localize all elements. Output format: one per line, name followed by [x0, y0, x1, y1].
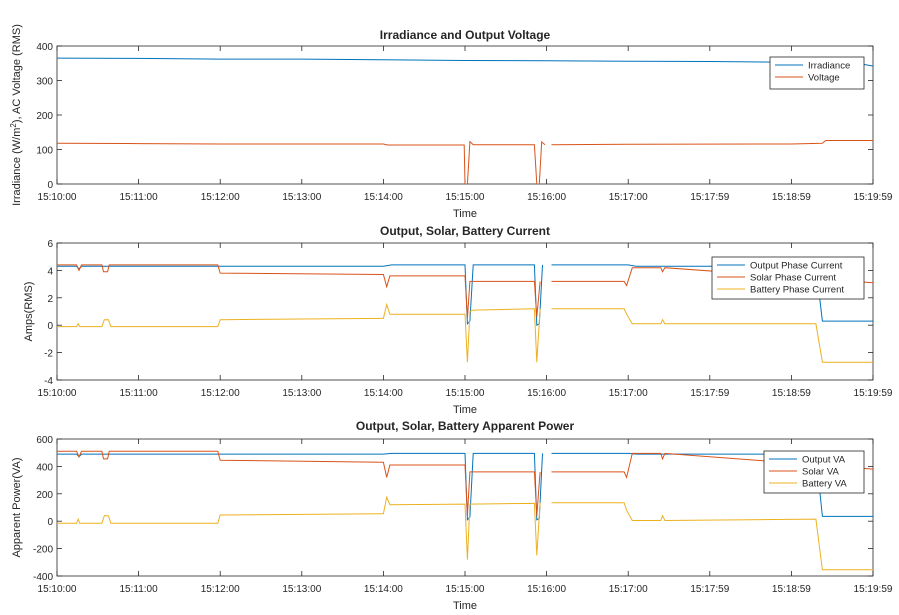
x-axis-label: Time	[453, 600, 477, 612]
y-tick-label: 6	[47, 239, 53, 250]
x-tick-label: 15:16:00	[527, 192, 566, 203]
x-tick-label: 15:17:00	[609, 192, 648, 203]
x-tick-label: 15:10:00	[38, 584, 77, 595]
y-tick-label: 0	[47, 180, 53, 191]
y-tick-label: 0	[47, 321, 53, 332]
legend-label: Output VA	[802, 455, 846, 466]
chart-panel-2: Output, Solar, Battery Current -4 -2 0 2 4 6 15…	[23, 224, 893, 416]
x-tick-label: 15:12:00	[201, 192, 240, 203]
x-tick-label: 15:11:00	[120, 192, 159, 203]
y-axis-label: Amps(RMS)	[23, 282, 35, 342]
x-tick-label: 15:10:00	[38, 388, 77, 399]
x-tick-label: 15:15:00	[446, 388, 485, 399]
x-tick-label: 15:14:00	[364, 192, 403, 203]
y-tick-label: 400	[36, 42, 53, 53]
series-line-2	[57, 140, 873, 184]
x-tick-label: 15:17:59	[690, 388, 729, 399]
series-line-3	[57, 302, 873, 363]
chart-title: Output, Solar, Battery Apparent Power	[356, 419, 575, 433]
series-line-2	[57, 264, 873, 319]
y-tick-label: -200	[33, 545, 53, 556]
legend-label: Solar Phase Current	[750, 273, 836, 284]
series-line-2	[57, 450, 873, 516]
x-tick-label: 15:12:00	[201, 584, 240, 595]
chart-panel-3: Output, Solar, Battery Apparent Power -40…	[11, 419, 893, 612]
y-tick-label: 200	[36, 111, 53, 122]
chart-title: Irradiance and Output Voltage	[380, 28, 551, 42]
legend-label: Output Phase Current	[750, 261, 843, 272]
legend-box	[711, 256, 865, 300]
y-tick-label: 4	[47, 266, 53, 277]
y-tick-label: 2	[47, 294, 53, 305]
x-tick-label: 15:19:59	[854, 192, 893, 203]
y-tick-label: -2	[44, 349, 53, 360]
y-tick-label: 100	[36, 146, 53, 157]
chart-panel-1: Irradiance and Output Voltage 0 100 200 300 4…	[9, 24, 893, 220]
x-tick-label: 15:10:00	[38, 192, 77, 203]
y-axis-label: Apparent Power(VA)	[11, 457, 23, 557]
y-tick-label: 0	[47, 517, 53, 528]
y-tick-label: -4	[44, 376, 53, 387]
x-tick-label: 15:14:00	[364, 388, 403, 399]
legend-label: Solar VA	[802, 467, 839, 478]
x-tick-label: 15:16:00	[527, 388, 566, 399]
x-tick-label: 15:15:00	[446, 584, 485, 595]
x-axis-label: Time	[453, 404, 477, 416]
x-tick-label: 15:13:00	[282, 584, 321, 595]
chart-title: Output, Solar, Battery Current	[380, 224, 550, 238]
legend-label: Irradiance	[808, 61, 850, 72]
x-tick-label: 15:13:00	[282, 192, 321, 203]
y-axis-label: Irradiance (W/m2), AC Voltage (RMS)	[9, 24, 24, 206]
x-tick-label: 15:14:00	[364, 584, 403, 595]
x-tick-label: 15:11:00	[120, 388, 159, 399]
x-tick-label: 15:17:59	[690, 192, 729, 203]
x-axis-label: Time	[453, 208, 477, 220]
x-tick-label: 15:18:59	[772, 388, 811, 399]
x-tick-label: 15:18:59	[772, 584, 811, 595]
legend-label: Voltage	[808, 73, 840, 84]
x-tick-label: 15:17:59	[690, 584, 729, 595]
legend-label: Battery Phase Current	[750, 285, 844, 296]
x-tick-label: 15:15:00	[446, 192, 485, 203]
x-tick-label: 15:19:59	[854, 388, 893, 399]
legend-label: Battery VA	[802, 479, 847, 490]
x-tick-label: 15:18:59	[772, 192, 811, 203]
y-tick-label: 300	[36, 77, 53, 88]
x-tick-label: 15:12:00	[201, 388, 240, 399]
x-tick-label: 15:16:00	[527, 584, 566, 595]
y-tick-label: 400	[36, 462, 53, 473]
x-tick-label: 15:17:00	[609, 388, 648, 399]
y-tick-label: 600	[36, 435, 53, 446]
series-line-3	[57, 495, 873, 571]
x-tick-label: 15:19:59	[854, 584, 893, 595]
x-tick-label: 15:17:00	[609, 584, 648, 595]
legend-box	[763, 450, 865, 494]
y-tick-label: -400	[33, 572, 53, 583]
x-tick-label: 15:13:00	[282, 388, 321, 399]
legend-box	[769, 56, 865, 90]
x-tick-label: 15:11:00	[120, 584, 159, 595]
y-tick-label: 200	[36, 490, 53, 501]
